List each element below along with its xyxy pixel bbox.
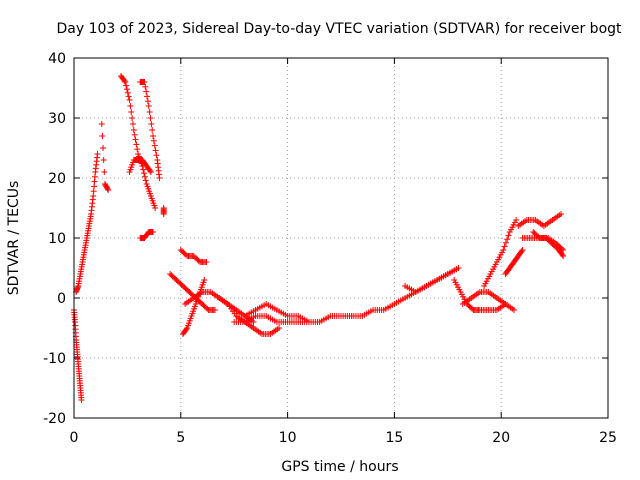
data-point [98, 121, 105, 127]
data-point [129, 121, 136, 127]
data-point [144, 98, 151, 105]
data-point [148, 121, 155, 127]
ticks-layer: -20 -10 0 10 20 30 40 0 5 10 15 20 25 [43, 51, 617, 446]
y-tick-label: 0 [57, 291, 66, 307]
data-point [126, 97, 133, 103]
data-point [150, 133, 157, 139]
data-point [130, 127, 137, 133]
x-tick-label: 5 [176, 430, 185, 446]
data-point [127, 103, 134, 109]
x-tick-label: 10 [279, 430, 297, 446]
data-point [128, 109, 135, 115]
data-point [559, 251, 566, 258]
x-tick-label: 15 [385, 430, 403, 446]
data-point [513, 217, 520, 223]
y-axis-label: SDTVAR / TECUs [6, 181, 22, 296]
data-point [182, 251, 189, 258]
data-point [511, 307, 518, 313]
plot-frame [73, 57, 609, 419]
data-point [124, 89, 131, 96]
data-point [121, 77, 128, 84]
x-tick-label: 25 [599, 430, 617, 446]
data-point [147, 115, 154, 121]
data-point [125, 93, 132, 100]
points-layer [71, 73, 567, 403]
y-tick-label: 30 [48, 111, 66, 127]
data-point [99, 133, 106, 139]
data-point [101, 169, 108, 175]
data-point [455, 265, 462, 271]
data-point [501, 243, 508, 250]
data-point [518, 248, 525, 255]
data-point [140, 166, 147, 173]
data-point [203, 259, 210, 265]
data-point [150, 229, 157, 235]
data-point [141, 79, 148, 85]
y-tick-label: -10 [43, 351, 66, 367]
data-point [122, 79, 129, 85]
data-point [129, 115, 136, 121]
y-tick-label: 10 [48, 231, 66, 247]
data-point [519, 247, 526, 253]
data-point [151, 142, 158, 149]
data-point [123, 86, 130, 93]
data-point [504, 236, 511, 243]
data-point [142, 83, 149, 90]
data-point [133, 141, 140, 148]
y-tick-label: 40 [48, 51, 66, 67]
data-point [276, 325, 283, 331]
data-point [152, 205, 159, 211]
data-point [141, 170, 148, 177]
data-point [105, 187, 112, 193]
data-point [146, 109, 153, 115]
data-point [132, 136, 139, 143]
x-axis-label: GPS time / hours [281, 459, 398, 475]
x-tick-label: 20 [492, 430, 510, 446]
data-point [145, 103, 152, 109]
data-point [150, 137, 157, 144]
data-point [560, 253, 567, 259]
x-tick-label: 0 [70, 430, 79, 446]
data-point [305, 319, 312, 325]
data-point [502, 239, 509, 246]
data-point [78, 397, 85, 403]
data-point [147, 169, 154, 175]
chart-title: Day 103 of 2023, Sidereal Day-to-day VTE… [56, 21, 622, 37]
data-point [147, 167, 154, 174]
data-point [204, 305, 211, 312]
data-point [152, 147, 159, 154]
data-point [104, 185, 111, 192]
y-tick-label: -20 [43, 411, 66, 427]
data-point [149, 127, 156, 133]
data-point [211, 307, 218, 313]
data-point [160, 211, 167, 217]
data-point [134, 146, 141, 153]
data-point [195, 257, 202, 264]
data-point [183, 326, 190, 333]
data-point [535, 233, 542, 240]
data-point [131, 131, 138, 138]
data-point [201, 277, 208, 283]
data-point [558, 211, 565, 217]
data-point [153, 152, 160, 159]
data-point [141, 173, 148, 180]
data-point [144, 93, 151, 100]
data-point [143, 88, 150, 95]
data-point [500, 247, 507, 253]
grid-layer [74, 58, 608, 418]
data-point [469, 305, 476, 312]
data-point [156, 175, 163, 181]
data-point [100, 145, 107, 151]
data-point [123, 82, 130, 89]
data-point [100, 157, 107, 163]
data-point [94, 151, 101, 157]
data-point [142, 177, 149, 184]
data-point [505, 232, 512, 239]
y-tick-label: 20 [48, 171, 66, 187]
